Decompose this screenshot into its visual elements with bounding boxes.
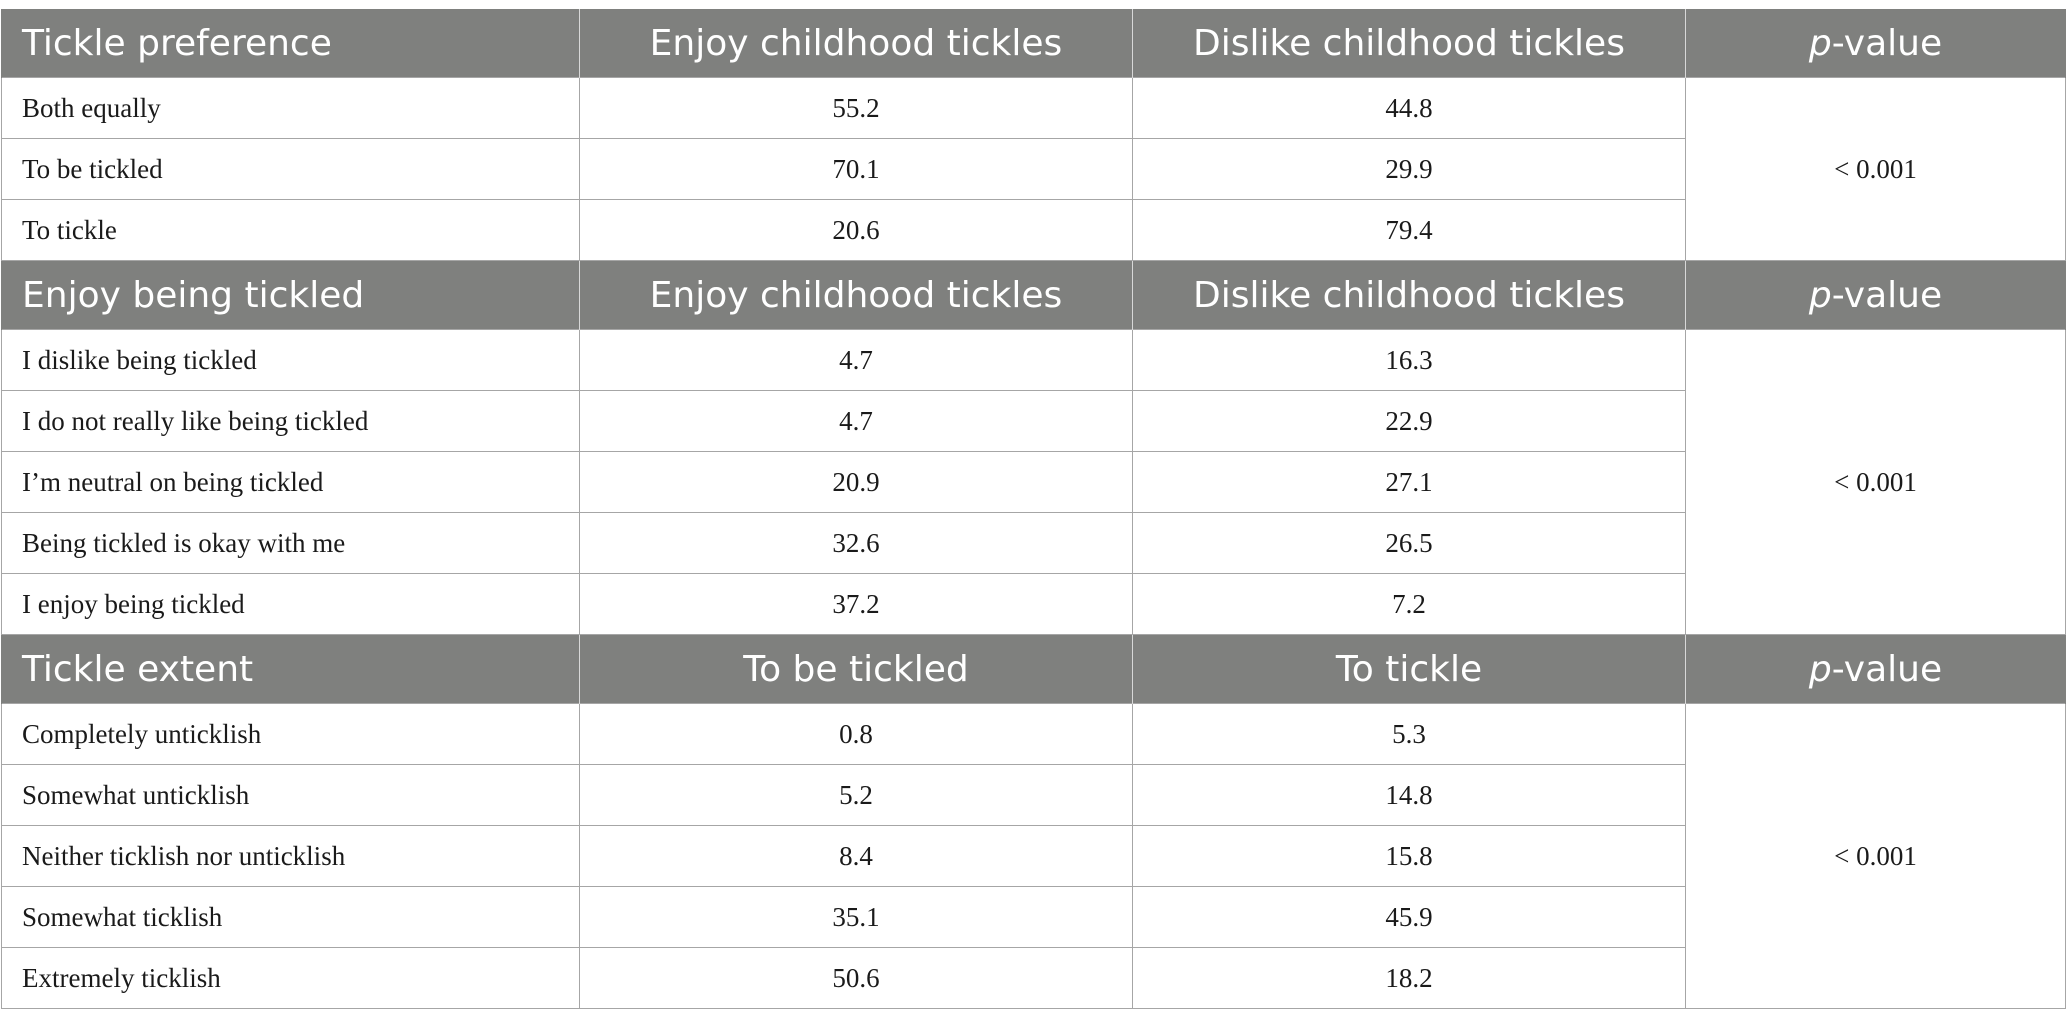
section-header-row: Tickle preference Enjoy childhood tickle…	[1, 9, 2066, 78]
cell-value: 55.2	[579, 77, 1133, 139]
table-row: Completely unticklish 0.8 5.3 < 0.001	[1, 703, 2066, 1009]
section-title: Tickle preference	[1, 9, 580, 78]
cell-value: 44.8	[1132, 77, 1686, 139]
cell-value: 27.1	[1132, 451, 1686, 513]
row-label: To be tickled	[1, 138, 580, 200]
cell-value: 20.9	[579, 451, 1133, 513]
column-header: Dislike childhood tickles	[1132, 260, 1686, 330]
table-row: I enjoy being tickled 37.2 7.2	[1, 573, 2066, 635]
p-value-header-rest: -value	[1831, 22, 1943, 64]
cell-value: 8.4	[579, 825, 1133, 887]
row-label: I enjoy being tickled	[1, 573, 580, 635]
cell-value: 45.9	[1132, 886, 1686, 948]
cell-value: 37.2	[579, 573, 1133, 635]
cell-value: 5.2	[579, 764, 1133, 826]
cell-value: 5.3	[1132, 703, 1686, 765]
p-value-header-italic: p	[1808, 274, 1832, 316]
section-header-row: Enjoy being tickled Enjoy childhood tick…	[1, 260, 2066, 330]
table-row: Both equally 55.2 44.8 < 0.001	[1, 77, 2066, 261]
cell-value: 20.6	[579, 199, 1133, 261]
section-header-row: Tickle extent To be tickled To tickle p-…	[1, 634, 2066, 704]
table-row: Somewhat ticklish 35.1 45.9	[1, 886, 2066, 948]
table-row: To tickle 20.6 79.4	[1, 199, 2066, 261]
row-label: Somewhat unticklish	[1, 764, 580, 826]
column-header: Enjoy childhood tickles	[579, 260, 1133, 330]
cell-value: 26.5	[1132, 512, 1686, 574]
cell-value: 16.3	[1132, 329, 1686, 391]
row-label: Extremely ticklish	[1, 947, 580, 1009]
table-row: I do not really like being tickled 4.7 2…	[1, 390, 2066, 452]
column-header: To be tickled	[579, 634, 1133, 704]
row-label: I dislike being tickled	[1, 329, 580, 391]
table-row: I dislike being tickled 4.7 16.3 < 0.001	[1, 329, 2066, 635]
p-value-cell: < 0.001	[1685, 77, 2066, 261]
table-row: To be tickled 70.1 29.9	[1, 138, 2066, 200]
row-label: Being tickled is okay with me	[1, 512, 580, 574]
table-row: I’m neutral on being tickled 20.9 27.1	[1, 451, 2066, 513]
p-value-header-italic: p	[1808, 22, 1832, 64]
column-header: Enjoy childhood tickles	[579, 9, 1133, 78]
table-row: Neither ticklish nor unticklish 8.4 15.8	[1, 825, 2066, 887]
p-value-header: p-value	[1685, 9, 2066, 78]
cell-value: 0.8	[579, 703, 1133, 765]
cell-value: 4.7	[579, 390, 1133, 452]
row-label: I’m neutral on being tickled	[1, 451, 580, 513]
cell-value: 22.9	[1132, 390, 1686, 452]
row-label: Both equally	[1, 77, 580, 139]
p-value-cell: < 0.001	[1685, 703, 2066, 1009]
cell-value: 14.8	[1132, 764, 1686, 826]
column-header: To tickle	[1132, 634, 1686, 704]
tickle-data-table: Tickle preference Enjoy childhood tickle…	[1, 9, 2066, 1009]
p-value-header-rest: -value	[1831, 648, 1943, 690]
row-label: Neither ticklish nor unticklish	[1, 825, 580, 887]
row-label: Completely unticklish	[1, 703, 580, 765]
row-label: I do not really like being tickled	[1, 390, 580, 452]
cell-value: 4.7	[579, 329, 1133, 391]
column-header: Dislike childhood tickles	[1132, 9, 1686, 78]
cell-value: 35.1	[579, 886, 1133, 948]
cell-value: 29.9	[1132, 138, 1686, 200]
row-label: Somewhat ticklish	[1, 886, 580, 948]
cell-value: 15.8	[1132, 825, 1686, 887]
cell-value: 79.4	[1132, 199, 1686, 261]
cell-value: 70.1	[579, 138, 1133, 200]
cell-value: 18.2	[1132, 947, 1686, 1009]
p-value-header: p-value	[1685, 260, 2066, 330]
p-value-cell: < 0.001	[1685, 329, 2066, 635]
p-value-header-rest: -value	[1831, 274, 1943, 316]
cell-value: 7.2	[1132, 573, 1686, 635]
cell-value: 50.6	[579, 947, 1133, 1009]
row-label: To tickle	[1, 199, 580, 261]
section-title: Enjoy being tickled	[1, 260, 580, 330]
p-value-header-italic: p	[1808, 648, 1832, 690]
table-row: Extremely ticklish 50.6 18.2	[1, 947, 2066, 1009]
section-title: Tickle extent	[1, 634, 580, 704]
table-row: Somewhat unticklish 5.2 14.8	[1, 764, 2066, 826]
cell-value: 32.6	[579, 512, 1133, 574]
p-value-header: p-value	[1685, 634, 2066, 704]
